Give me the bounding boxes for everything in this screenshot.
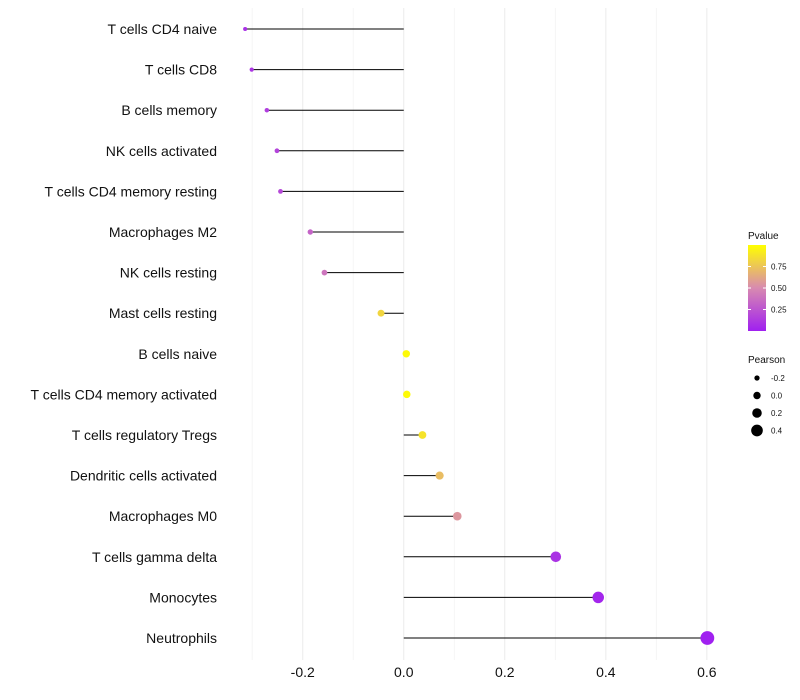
category-label: Macrophages M2 (109, 224, 217, 240)
category-label: B cells memory (121, 102, 217, 118)
size-legend-label: 0.0 (771, 392, 783, 401)
data-point (700, 631, 715, 645)
size-legend-label: 0.4 (771, 427, 783, 436)
category-label: T cells gamma delta (92, 549, 217, 565)
data-point (453, 511, 462, 521)
x-tick-label: 0.4 (596, 664, 616, 680)
category-label: T cells CD4 naive (108, 21, 218, 37)
pvalue-colorbar (748, 245, 766, 331)
x-tick-label: 0.6 (697, 664, 717, 680)
data-point (435, 471, 444, 480)
category-labels: T cells CD4 naive T cells CD8 B cells memo… (31, 21, 218, 646)
colorbar-tick-label: 0.75 (771, 263, 787, 272)
data-point (402, 350, 411, 358)
category-label: Macrophages M0 (109, 508, 217, 524)
category-label: Monocytes (149, 589, 217, 605)
points (243, 26, 715, 645)
category-label: B cells naive (138, 346, 217, 362)
data-point (243, 26, 248, 32)
x-tick-label: -0.2 (291, 664, 315, 680)
size-legend-label: -0.2 (771, 374, 785, 383)
data-point (377, 309, 385, 317)
data-point (249, 67, 254, 72)
size-legend-dot (753, 391, 761, 400)
colorbar-tick-label: 0.50 (771, 284, 787, 293)
pvalue-legend-title: Pvalue (748, 231, 779, 242)
category-label: T cells CD4 memory activated (31, 386, 217, 402)
pearson-legend: Pearson -0.2 0.0 0.2 0.4 (748, 355, 785, 437)
category-label: NK cells resting (120, 265, 217, 281)
x-tick-labels: -0.2 0.0 0.2 0.4 0.6 (291, 664, 717, 680)
category-label: NK cells activated (106, 143, 217, 159)
size-legend-dot (751, 424, 763, 437)
data-point (403, 390, 411, 399)
category-label: T cells regulatory Tregs (72, 427, 217, 443)
category-label: Neutrophils (146, 630, 217, 646)
category-label: Dendritic cells activated (70, 468, 217, 484)
grid (251, 8, 708, 660)
category-label: Mast cells resting (109, 305, 217, 321)
size-legend-label: 0.2 (771, 409, 783, 418)
colorbar-tick-label: 0.25 (771, 306, 787, 315)
x-tick-label: 0.0 (394, 664, 414, 680)
data-point (418, 431, 427, 439)
category-label: T cells CD4 memory resting (45, 183, 217, 199)
size-legend-dot (752, 408, 762, 418)
data-point (274, 148, 280, 154)
data-point (264, 107, 270, 113)
category-label: T cells CD8 (145, 62, 217, 78)
data-point (307, 229, 314, 235)
stems (245, 28, 708, 639)
data-point (321, 269, 328, 276)
pearson-legend-title: Pearson (748, 355, 785, 366)
size-legend-dot (754, 375, 760, 381)
pvalue-legend: Pvalue 0.25 0.50 0.75 (748, 231, 787, 331)
x-tick-label: 0.2 (495, 664, 515, 680)
data-point (550, 551, 562, 563)
data-point (592, 591, 604, 604)
data-point (278, 189, 283, 194)
